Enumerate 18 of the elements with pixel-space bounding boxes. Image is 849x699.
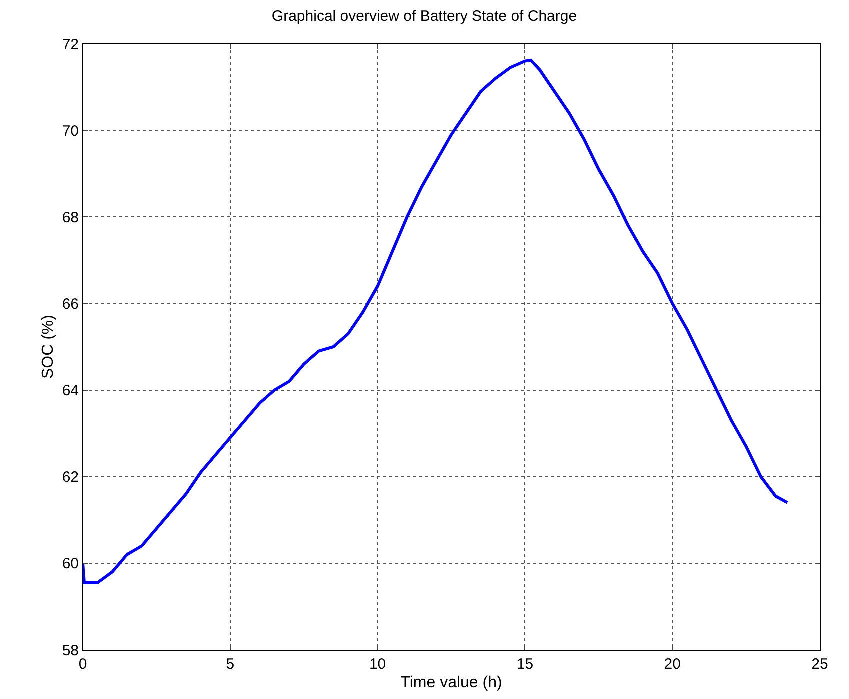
x-tick-label: 5 — [226, 656, 235, 673]
y-tick-label: 64 — [62, 382, 79, 400]
y-tick-label: 66 — [62, 296, 79, 313]
y-axis-title: SOC (%) — [40, 315, 58, 379]
y-tick-label: 68 — [62, 209, 79, 226]
y-tick-label: 58 — [62, 642, 79, 660]
x-tick-label: 15 — [516, 656, 534, 673]
x-tick-label: 20 — [664, 656, 681, 673]
x-tick-label: 10 — [369, 656, 386, 673]
chart-title: Graphical overview of Battery State of Charge — [272, 8, 578, 25]
line-series — [83, 58, 790, 584]
y-tick-label: 70 — [62, 122, 79, 140]
y-tick-label: 60 — [62, 556, 79, 573]
x-tick-label: 25 — [812, 656, 828, 673]
y-tick-label: 72 — [62, 36, 79, 54]
x-axis-title: Time value (h) — [400, 674, 502, 692]
x-tick-label: 0 — [78, 656, 88, 673]
y-tick-label: 62 — [62, 469, 79, 486]
